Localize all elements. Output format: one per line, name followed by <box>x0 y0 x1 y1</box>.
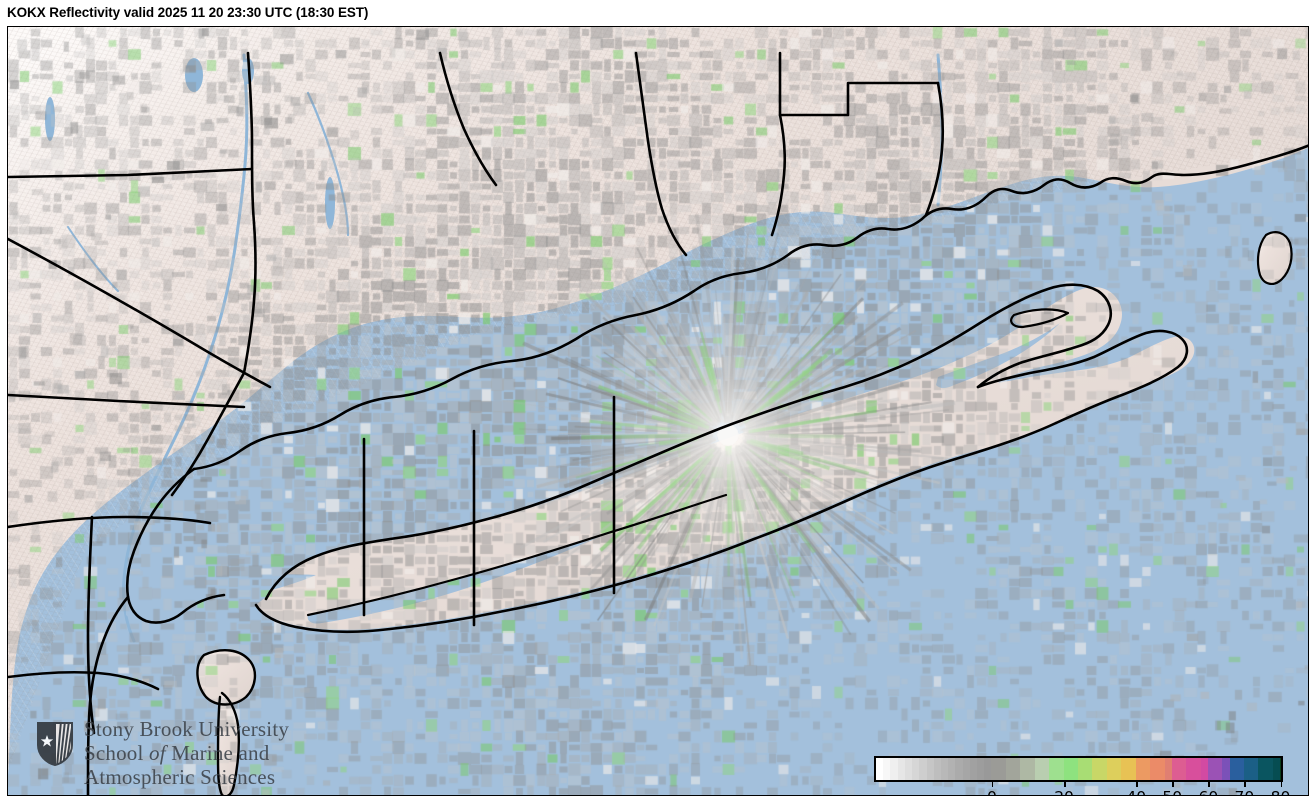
colorbar-band <box>962 758 971 780</box>
colorbar-band <box>912 758 920 780</box>
boundary-nj-3 <box>8 670 160 691</box>
colorbar-band <box>1106 758 1122 780</box>
boundary-county-h1 <box>8 167 254 179</box>
colorbar-band <box>1171 758 1187 780</box>
coastline-north-fork <box>976 329 1189 425</box>
colorbar-band <box>948 758 956 780</box>
colorbar-band <box>904 758 913 780</box>
colorbar-tick-label: 80 <box>1271 788 1291 795</box>
colorbar-tick-label: 0 <box>987 788 997 795</box>
colorbar-band <box>1229 758 1245 780</box>
boundary-ct-county-1 <box>924 81 945 217</box>
logo-text-block: Stony Brook University School of Marine … <box>84 717 289 789</box>
logo-line-2: School of Marine and <box>84 741 289 765</box>
colorbar-band <box>1135 758 1151 780</box>
colorbar-band <box>984 758 993 780</box>
colorbar-tick-mark <box>1244 782 1246 787</box>
boundary-state-ny-ct <box>778 51 940 117</box>
colorbar-band <box>1078 758 1094 780</box>
coastline-li-north <box>264 283 1112 601</box>
colorbar-band <box>955 758 964 780</box>
boundary-nj-2 <box>8 515 212 529</box>
boundary-county-h2 <box>8 393 246 409</box>
radar-map: Stony Brook University School of Marine … <box>8 27 1308 795</box>
radar-map-frame: Stony Brook University School of Marine … <box>7 26 1309 796</box>
logo-line-3: Atmospheric Sciences <box>84 765 276 789</box>
colorbar-band <box>977 758 985 780</box>
colorbar-band <box>991 758 1007 780</box>
outline-nj-spit <box>216 691 240 795</box>
colorbar-band <box>1243 758 1259 780</box>
logo-line-1: Stony Brook University <box>84 717 290 741</box>
outline-block-island <box>1256 231 1293 285</box>
colorbar-tick-label: 60 <box>1198 788 1218 795</box>
colorbar-gradient <box>876 758 1281 780</box>
colorbar-band <box>1222 758 1231 780</box>
colorbar-band <box>1280 758 1281 780</box>
colorbar-tick-mark <box>1280 782 1282 787</box>
logo-line-2-pre: School <box>84 741 149 765</box>
colorbar-band <box>1049 758 1065 780</box>
boundary-ny-westchester <box>634 51 688 257</box>
boundaries-layer <box>8 51 1308 795</box>
sbu-somas-logo: Stony Brook University School of Marine … <box>36 717 336 795</box>
colorbar-tick-mark <box>1136 782 1138 787</box>
colorbar-ticks: 0 20 40 50 60 70 80 <box>874 782 1290 795</box>
logo-line-2-em: of <box>149 741 166 765</box>
reflectivity-colorbar: 0 20 40 50 60 70 80 <box>874 756 1290 795</box>
colorbar-band <box>1034 758 1050 780</box>
colorbar-tick-label: 20 <box>1054 788 1074 795</box>
colorbar-band <box>1258 758 1274 780</box>
colorbar-band <box>876 758 884 780</box>
coastline-li-south <box>254 421 1058 634</box>
colorbar-band <box>933 758 942 780</box>
colorbar-band <box>969 758 978 780</box>
colorbar-band <box>1207 758 1223 780</box>
shield-icon <box>36 721 74 772</box>
colorbar-band <box>890 758 899 780</box>
boundary-nj-1 <box>170 371 246 497</box>
coastline-mainland <box>192 144 1308 471</box>
colorbar-band <box>1200 758 1209 780</box>
colorbar-band <box>1005 758 1021 780</box>
boundary-nj-4 <box>86 515 96 735</box>
colorbar-band <box>1063 758 1079 780</box>
colorbar-band <box>897 758 906 780</box>
colorbar-tick-label: 50 <box>1162 788 1182 795</box>
colorbar-band <box>1164 758 1173 780</box>
colorbar-tick-mark <box>991 782 994 787</box>
boundary-ny-putnam <box>438 51 498 187</box>
colorbar-band <box>1150 758 1166 780</box>
colorbar-band <box>926 758 935 780</box>
page-title: KOKX Reflectivity valid 2025 11 20 23:30… <box>7 5 369 20</box>
colorbar-band <box>1092 758 1108 780</box>
colorbar-band <box>1186 758 1202 780</box>
colorbar-tick-label: 70 <box>1235 788 1255 795</box>
outline-staten-island <box>196 649 257 706</box>
colorbar-band <box>1121 758 1137 780</box>
shoreline-great-south-bay <box>306 493 728 617</box>
colorbar-tick-mark <box>1208 782 1210 787</box>
colorbar-tick-mark <box>1064 782 1066 787</box>
outline-shelter-island <box>1010 308 1070 329</box>
colorbar-band <box>940 758 949 780</box>
boundary-ny-orange <box>246 51 256 225</box>
boundary-county-diag <box>8 237 272 389</box>
colorbar-tick-label: 40 <box>1126 788 1146 795</box>
colorbar-band <box>1020 758 1036 780</box>
colorbar-band <box>1272 758 1281 780</box>
colorbar-band <box>883 758 892 780</box>
colorbar-tick-mark <box>1172 782 1174 787</box>
coastline-nj-shore <box>86 595 130 795</box>
colorbar-band <box>919 758 928 780</box>
colorbar-box <box>874 756 1283 782</box>
boundary-ct-county-2 <box>770 113 787 237</box>
logo-line-2-post: Marine and <box>165 741 270 765</box>
boundary-ny-dutchess <box>242 221 257 375</box>
